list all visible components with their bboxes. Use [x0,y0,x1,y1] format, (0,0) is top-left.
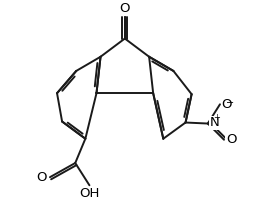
Text: O: O [226,133,237,146]
Text: OH: OH [79,187,100,200]
Text: O: O [222,98,232,111]
Text: −: − [226,98,234,108]
Text: O: O [36,171,47,184]
Text: O: O [120,2,130,15]
Text: +: + [214,113,220,122]
Text: N: N [209,116,219,129]
